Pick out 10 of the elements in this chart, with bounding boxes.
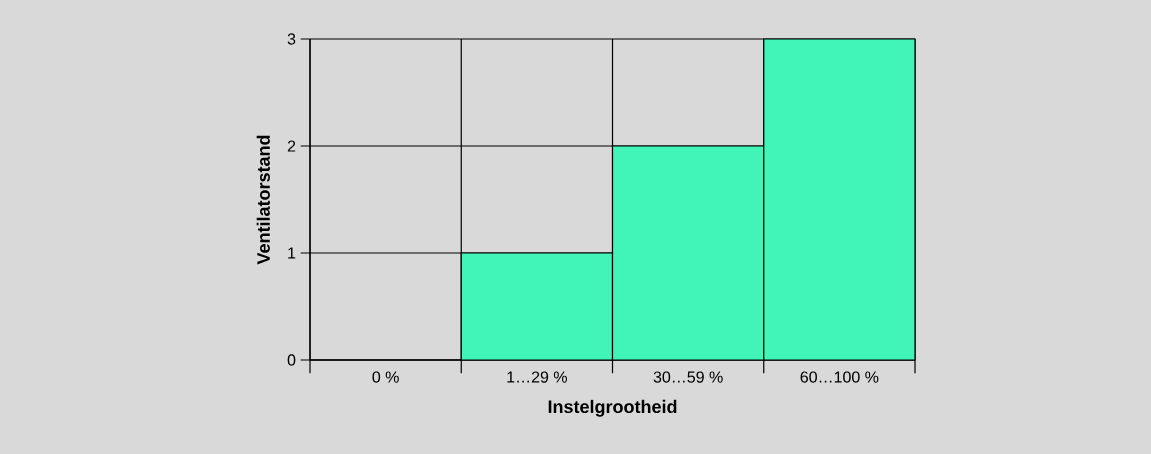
y-tick-label: 0 xyxy=(287,354,296,366)
x-tick-label: 0 % xyxy=(372,371,399,383)
y-tick-label: 3 xyxy=(287,33,296,45)
y-tick-label: 1 xyxy=(288,247,296,259)
x-tick-label: 30…59 % xyxy=(653,371,723,383)
x-tick-label: 60…100 % xyxy=(800,371,879,383)
y-axis-title: Ventilatorstand xyxy=(256,135,270,265)
x-tick-label: 1…29 % xyxy=(507,371,567,383)
y-tick-label: 2 xyxy=(287,140,296,152)
x-axis-title: Instelgrootheid xyxy=(548,399,677,417)
